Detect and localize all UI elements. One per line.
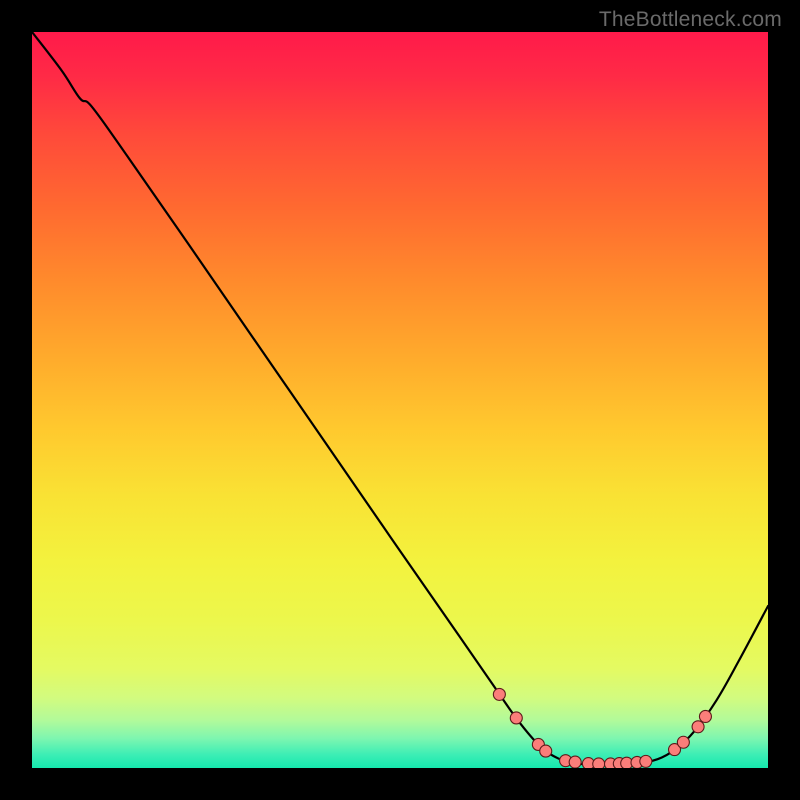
data-marker [699,710,711,722]
chart-container: { "attribution": "TheBottleneck.com", "c… [0,0,800,800]
attribution-text: TheBottleneck.com [599,8,782,32]
bottleneck-curve [32,32,768,764]
data-marker [677,736,689,748]
data-marker [692,721,704,733]
data-marker [569,756,581,768]
data-markers [493,688,711,768]
data-marker [540,745,552,757]
curve-layer [32,32,768,768]
data-marker [593,758,605,768]
data-marker [640,755,652,767]
plot-area [32,32,768,768]
data-marker [493,688,505,700]
data-marker [510,712,522,724]
